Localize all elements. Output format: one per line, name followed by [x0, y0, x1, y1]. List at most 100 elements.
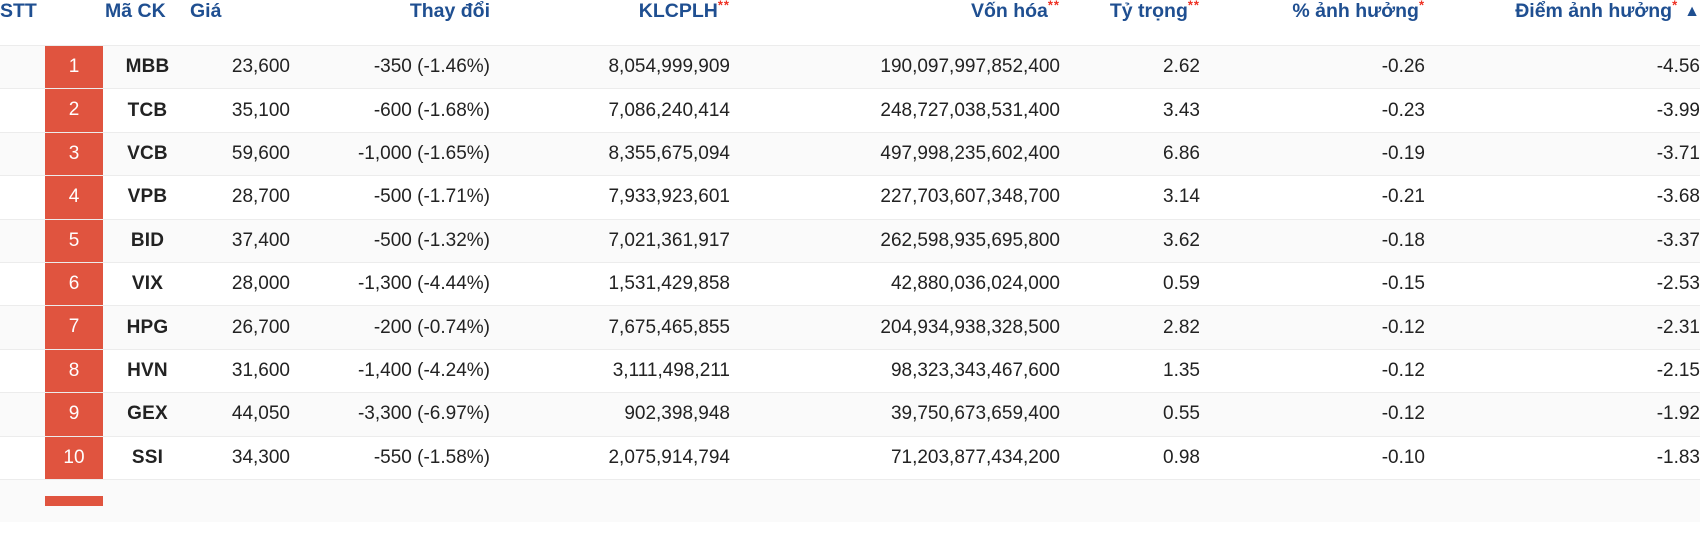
table-body: 1 MBB 23,600 -350 (-1.46%) 8,054,999,909 190,…: [0, 44, 1700, 522]
table-row[interactable]: 9 GEX 44,050 -3,300 (-6.97%) 902,398,948 39,7…: [0, 392, 1700, 437]
cell-ticker[interactable]: MBB: [105, 44, 190, 89]
row-index-badge: 5: [45, 219, 103, 262]
column-header-weight[interactable]: Tỷ trọng**: [1060, 0, 1200, 46]
change-value: -200 (-0.74%): [373, 316, 490, 338]
price-value: 23,600: [231, 56, 290, 78]
change-value: -1,000 (-1.65%): [357, 142, 490, 164]
column-header-influence-points[interactable]: Điểm ảnh hưởng* ▲: [1425, 0, 1700, 46]
cell-influence-pct: -0.23: [1200, 88, 1425, 133]
row-index-badge: 9: [45, 393, 103, 436]
cell-price: 35,100: [190, 88, 290, 133]
footnote-marker-icon: *: [1672, 0, 1679, 13]
cell-volume: 8,355,675,094: [490, 131, 730, 176]
footnote-marker-icon: **: [1187, 0, 1200, 13]
column-header-volume[interactable]: KLCPLH**: [490, 0, 730, 46]
price-value: 26,700: [231, 316, 290, 338]
column-header-price-label: Giá: [190, 0, 222, 22]
volume-value: 7,675,465,855: [608, 316, 730, 338]
cell-change: -1,000 (-1.65%): [290, 131, 490, 176]
cell-price: 28,000: [190, 261, 290, 306]
table-row[interactable]: 10 SSI 34,300 -550 (-1.58%) 2,075,914,794 71,…: [0, 435, 1700, 480]
cell-price: 44,050: [190, 392, 290, 437]
cell-influence-pct: -0.12: [1200, 305, 1425, 350]
cell-change: -1,300 (-4.44%): [290, 261, 490, 306]
cell-ticker[interactable]: VIX: [105, 261, 190, 306]
cell-ticker[interactable]: HPG: [105, 305, 190, 350]
row-index-badge: 1: [45, 46, 103, 89]
table-row[interactable]: 4 VPB 28,700 -500 (-1.71%) 7,933,923,601 227,…: [0, 175, 1700, 220]
cell-influence-pct: -0.10: [1200, 435, 1425, 480]
table-row[interactable]: 1 MBB 23,600 -350 (-1.46%) 8,054,999,909 190,…: [0, 44, 1700, 89]
row-index-badge: 4: [45, 176, 103, 219]
cell-stt: [0, 478, 105, 522]
cell-ticker[interactable]: VCB: [105, 131, 190, 176]
cell-influence-pct: -0.18: [1200, 218, 1425, 263]
column-header-stt[interactable]: STT: [0, 0, 105, 46]
row-index-badge: 8: [45, 349, 103, 393]
sort-ascending-icon[interactable]: ▲: [1684, 3, 1700, 20]
table-row[interactable]: 7 HPG 26,700 -200 (-0.74%) 7,675,465,855 204,…: [0, 305, 1700, 350]
header-row: STT Mã CK Giá Thay đổi KLCPLH** Vốn hóa*…: [0, 0, 1700, 46]
column-header-change-label: Thay đổi: [409, 0, 490, 22]
ticker-symbol: VIX: [131, 273, 164, 295]
marketcap-value: 227,703,607,348,700: [880, 186, 1060, 208]
marketcap-value: 204,934,938,328,500: [880, 316, 1060, 338]
cell-influence-pct: -0.12: [1200, 392, 1425, 437]
table-row[interactable]: 3 VCB 59,600 -1,000 (-1.65%) 8,355,675,094 49…: [0, 131, 1700, 176]
cell-stt: 3: [0, 131, 105, 176]
cell-change: -350 (-1.46%): [290, 44, 490, 89]
footnote-marker-icon: **: [1047, 0, 1060, 13]
influence-points-value: -2.15: [1656, 359, 1700, 381]
cell-ticker[interactable]: HVN: [105, 348, 190, 393]
volume-value: 8,054,999,909: [608, 56, 730, 78]
price-value: 59,600: [231, 142, 290, 164]
cell-ticker[interactable]: BID: [105, 218, 190, 263]
cell-ticker[interactable]: VPB: [105, 175, 190, 220]
influence-points-value: -3.68: [1656, 186, 1700, 208]
table-row[interactable]: 5 BID 37,400 -500 (-1.32%) 7,021,361,917 262,…: [0, 218, 1700, 263]
table-row[interactable]: 8 HVN 31,600 -1,400 (-4.24%) 3,111,498,211 98…: [0, 348, 1700, 393]
marketcap-value: 98,323,343,467,600: [890, 359, 1060, 381]
marketcap-value: 248,727,038,531,400: [880, 99, 1060, 121]
change-value: -550 (-1.58%): [373, 446, 490, 468]
influence-pct-value: -0.26: [1381, 56, 1425, 78]
table-row[interactable]: 2 TCB 35,100 -600 (-1.68%) 7,086,240,414 248,…: [0, 88, 1700, 133]
cell-price: 31,600: [190, 348, 290, 393]
cell-ticker[interactable]: GEX: [105, 392, 190, 437]
footnote-marker-icon: *: [1418, 0, 1425, 13]
weight-value: 3.62: [1163, 229, 1200, 251]
cell-marketcap: 204,934,938,328,500: [730, 305, 1060, 350]
row-index-badge: 2: [45, 89, 103, 132]
column-header-influence-pct[interactable]: % ảnh hưởng*: [1200, 0, 1425, 46]
cell-influence-pct: -0.19: [1200, 131, 1425, 176]
influence-pct-value: -0.21: [1381, 186, 1425, 208]
ticker-symbol: TCB: [127, 99, 168, 121]
cell-marketcap: 190,097,997,852,400: [730, 44, 1060, 89]
cell-influence-points: -3.68: [1425, 175, 1700, 220]
column-header-marketcap[interactable]: Vốn hóa**: [730, 0, 1060, 46]
cell-influence-points: -2.53: [1425, 261, 1700, 306]
row-index-badge: 10: [45, 436, 103, 479]
cell-ticker[interactable]: SSI: [105, 435, 190, 480]
cell-weight: 1.35: [1060, 348, 1200, 393]
cell-ticker[interactable]: TCB: [105, 88, 190, 133]
row-index-badge: 6: [45, 262, 103, 306]
ticker-symbol: BID: [130, 229, 165, 251]
column-header-change[interactable]: Thay đổi: [290, 0, 490, 46]
weight-value: 0.55: [1163, 403, 1200, 425]
cell-volume: 7,675,465,855: [490, 305, 730, 350]
table-header: STT Mã CK Giá Thay đổi KLCPLH** Vốn hóa*…: [0, 0, 1700, 46]
influence-pct-value: -0.12: [1381, 359, 1425, 381]
weight-value: 3.14: [1163, 186, 1200, 208]
weight-value: 2.62: [1163, 56, 1200, 78]
cell-price: 28,700: [190, 175, 290, 220]
table-row-partial[interactable]: [0, 478, 1700, 522]
change-value: -350 (-1.46%): [373, 56, 490, 78]
column-header-price[interactable]: Giá: [190, 0, 290, 46]
column-header-code[interactable]: Mã CK: [105, 0, 190, 46]
cell-influence-points: -1.83: [1425, 435, 1700, 480]
marketcap-value: 42,880,036,024,000: [890, 273, 1060, 295]
cell-change: -1,400 (-4.24%): [290, 348, 490, 393]
table-row[interactable]: 6 VIX 28,000 -1,300 (-4.44%) 1,531,429,858 42…: [0, 261, 1700, 306]
